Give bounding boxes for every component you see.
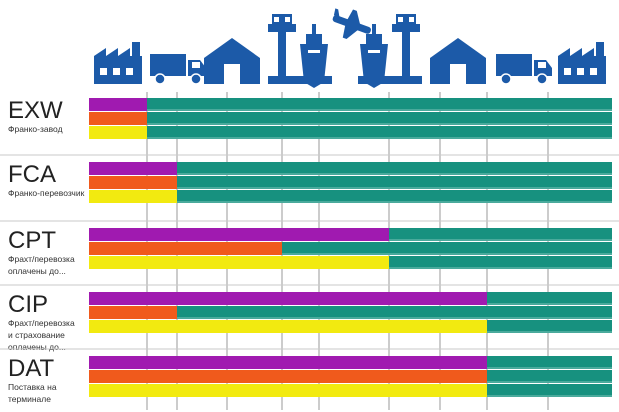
seller-cost-bar-orange [89,242,282,255]
seller-cost-bar-purple [89,228,389,241]
seller-cost-bar-yellow [89,126,147,139]
term-description-line: Франко-перевозчик [8,188,85,198]
term-description-line: оплачены до... [8,342,66,352]
airplane-icon [332,8,371,40]
term-code: FCA [8,161,56,188]
term-code: EXW [8,97,63,124]
truck-icon [496,54,552,85]
term-code: DAT [8,355,55,382]
truck-icon [150,54,206,85]
term-description-line: Фрахт/перевозка [8,318,75,328]
buyer-cost-bar [487,356,612,369]
seller-cost-bar-yellow [89,320,487,333]
term-description-line: терминале [8,394,51,404]
seller-cost-bar-yellow [89,384,487,397]
factory-icon [558,42,606,84]
seller-cost-bar-orange [89,370,487,383]
buyer-cost-bar [487,292,612,305]
logistics-icon-row [94,8,606,88]
term-description-line: Франко-завод [8,124,63,134]
buyer-cost-bar [177,162,612,175]
buyer-cost-bar [487,384,612,397]
buyer-cost-bar [177,176,612,189]
buyer-cost-bar [389,228,612,241]
term-description-line: Фрахт/перевозка [8,254,75,264]
warehouse-icon [430,38,486,84]
term-description-line: Поставка на [8,382,57,392]
seller-cost-bar-purple [89,162,177,175]
buyer-cost-bar [487,320,612,333]
buyer-cost-bar [147,98,612,111]
term-description-line: оплачены до... [8,266,66,276]
buyer-cost-bar [147,126,612,139]
warehouse-icon [204,38,260,84]
ship-icon [300,24,328,88]
seller-cost-bar-orange [89,176,177,189]
seller-cost-bar-purple [89,356,487,369]
factory-icon [94,42,142,84]
buyer-cost-bar [282,242,612,255]
incoterm-rows: EXWФранко-заводFCAФранко-перевозчикCPTФр… [0,97,619,404]
term-code: CIP [8,291,48,318]
buyer-cost-bar [177,190,612,203]
buyer-cost-bar [147,112,612,125]
port-terminal-icon [358,14,422,84]
seller-cost-bar-orange [89,112,147,125]
buyer-cost-bar [487,370,612,383]
buyer-cost-bar [389,256,612,269]
port-terminal-icon [268,14,332,84]
seller-cost-bar-purple [89,98,147,111]
seller-cost-bar-orange [89,306,177,319]
term-description-line: и страхование [8,330,65,340]
term-code: CPT [8,227,56,254]
buyer-cost-bar [177,306,612,319]
seller-cost-bar-yellow [89,190,177,203]
seller-cost-bar-yellow [89,256,389,269]
seller-cost-bar-purple [89,292,487,305]
